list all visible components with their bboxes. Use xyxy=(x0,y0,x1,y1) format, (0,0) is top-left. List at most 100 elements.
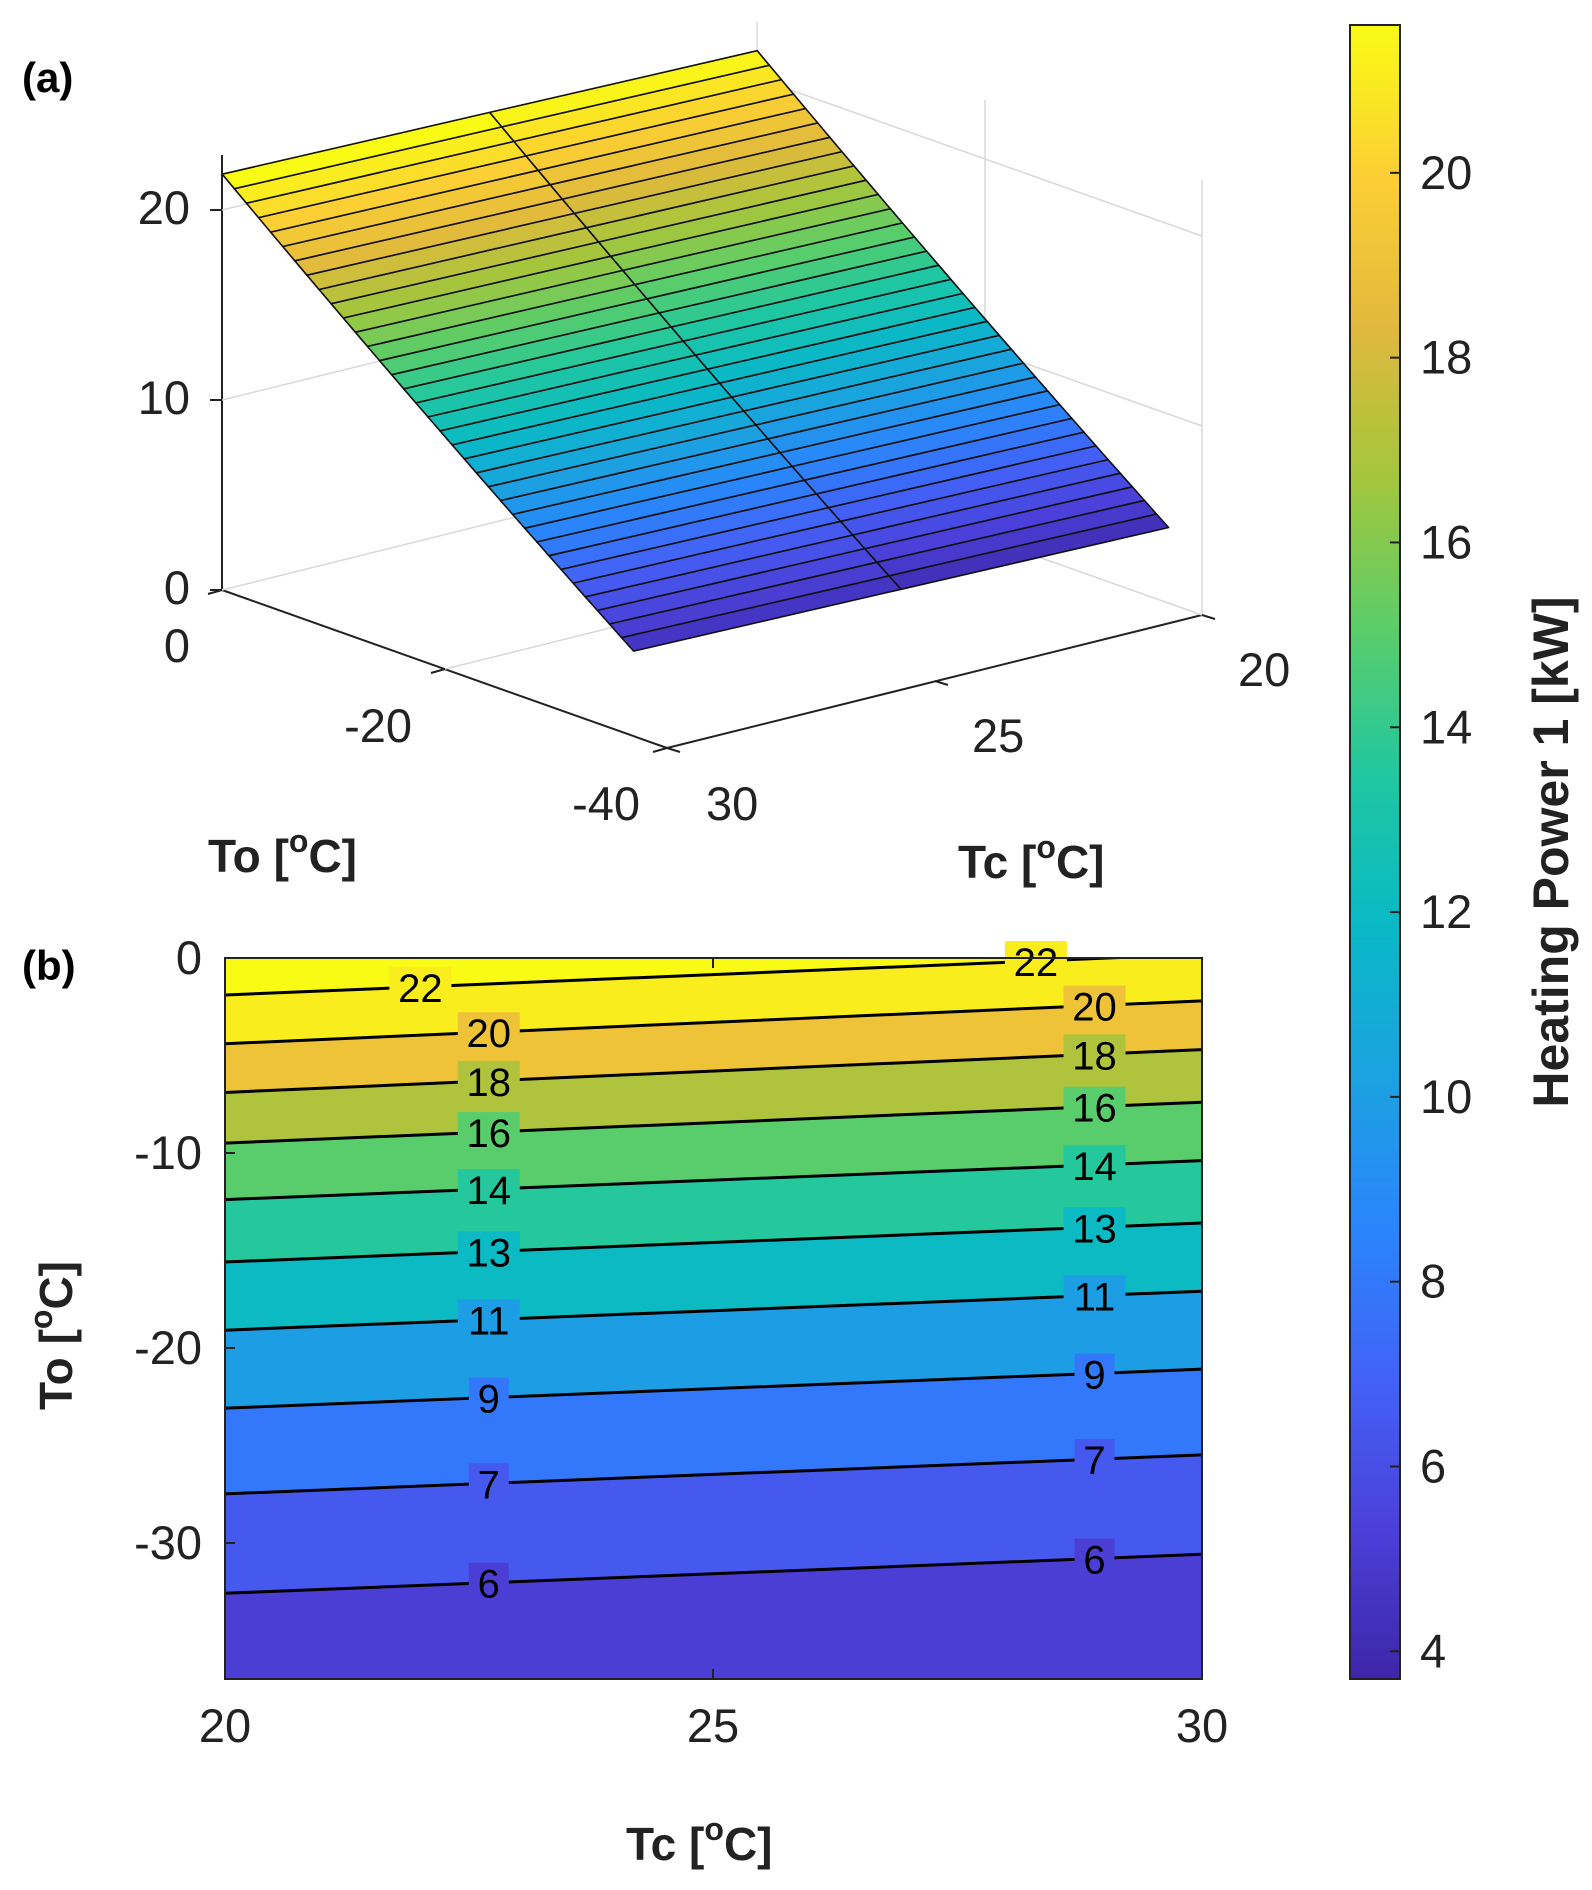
contour-label-bg xyxy=(1074,1353,1115,1392)
a-x-axis-line xyxy=(666,614,1203,749)
contour-label-bg xyxy=(1063,1144,1126,1183)
a-xlabel: Tc [oC] xyxy=(958,829,1104,888)
b-ytick-label-0: 0 xyxy=(176,931,202,984)
b-ylabel: To [oC] xyxy=(23,1261,82,1410)
a-ytick-label-0: 0 xyxy=(164,619,190,672)
contour-label-bg xyxy=(1063,1207,1126,1246)
colorbar-tick-label-6: 6 xyxy=(1420,1439,1446,1492)
panel-a: (a) xyxy=(22,22,1290,888)
a-ylabel-var: To xyxy=(208,830,261,882)
a-ticks xyxy=(207,209,1216,753)
colorbar-gradient xyxy=(1349,24,1401,1680)
contour-label-18: 18 xyxy=(1072,1034,1117,1078)
b-xtick-label-25: 25 xyxy=(687,1699,739,1752)
colorbar-label: Heating Power 1 [kW] xyxy=(1523,596,1579,1107)
contour-label-22: 22 xyxy=(1014,941,1059,985)
contour-label-bg xyxy=(468,1463,509,1502)
contour-label-bg xyxy=(457,1299,520,1338)
contour-line-7 xyxy=(225,1453,1202,1496)
contour-line-9 xyxy=(225,1367,1202,1410)
a-xtick-label-25: 25 xyxy=(972,709,1024,762)
a-xlabel-sup: o xyxy=(1036,829,1056,865)
contour-label-bg xyxy=(1063,985,1126,1024)
a-ztick-label-20: 20 xyxy=(138,181,190,234)
a-xlabel-close: C] xyxy=(1056,836,1105,888)
contour-label-6: 6 xyxy=(478,1563,500,1607)
b-ylabel-open: [ xyxy=(30,1329,82,1357)
b-xlabel-close: C] xyxy=(724,1818,773,1870)
a-ylabel-sup: o xyxy=(289,823,309,859)
contour-label-bg xyxy=(457,1112,520,1151)
contour-label-bg xyxy=(457,1012,520,1051)
b-ytick-label-m20: -20 xyxy=(134,1321,202,1374)
b-xtick-label-20: 20 xyxy=(199,1699,251,1752)
contour-label-bg xyxy=(1074,1538,1115,1577)
contour-label-bg xyxy=(1004,941,1067,980)
contour-line-16 xyxy=(225,1100,1202,1145)
colorbar-tick-label-18: 18 xyxy=(1420,331,1472,384)
contour-label-bg xyxy=(1074,1439,1115,1478)
contour-label-9: 9 xyxy=(1083,1353,1105,1397)
a-ytick-label-m20: -20 xyxy=(344,699,412,752)
a-xtick-label-20: 20 xyxy=(1238,643,1290,696)
b-ytick-label-m30: -30 xyxy=(134,1516,202,1569)
colorbar: 4 6 8 10 12 14 16 18 20 Heating Power 1 [kW] xyxy=(1349,24,1579,1680)
a-xlabel-open: [ xyxy=(1008,836,1036,888)
b-ylabel-close: C] xyxy=(30,1261,82,1310)
contour-label-6: 6 xyxy=(1083,1539,1105,1583)
colorbar-tick-label-14: 14 xyxy=(1420,700,1472,753)
contour-line-13 xyxy=(225,1221,1202,1264)
b-ylabel-sup: o xyxy=(23,1310,59,1330)
b-xlabel-sup: o xyxy=(704,1811,724,1847)
a-ztick-label-0: 0 xyxy=(164,561,190,614)
b-ticks xyxy=(225,957,714,1679)
a-ylabel-close: C] xyxy=(308,830,357,882)
colorbar-tick-label-20: 20 xyxy=(1420,146,1472,199)
contour-label-bg xyxy=(1063,1275,1126,1314)
contour-label-bg xyxy=(457,1169,520,1208)
surface-plot xyxy=(221,49,1170,652)
contour-line-11 xyxy=(225,1289,1202,1332)
contour-label-bg xyxy=(468,1377,509,1416)
contour-line-14 xyxy=(225,1159,1202,1202)
contour-line-6 xyxy=(225,1552,1202,1595)
contour-label-bg xyxy=(1063,1034,1126,1073)
b-xtick-label-30: 30 xyxy=(1176,1699,1228,1752)
contour-label-bg xyxy=(468,1562,509,1601)
a-xtick-30 xyxy=(666,747,681,753)
b-xlabel-var: Tc xyxy=(626,1818,676,1870)
surface-strip xyxy=(488,49,771,128)
a-grid-z20-right xyxy=(756,77,1203,237)
a-xlabel-var: Tc xyxy=(958,836,1008,888)
contour-label-11: 11 xyxy=(468,1300,510,1344)
contour-label-bg xyxy=(1063,1086,1126,1125)
contour-label-14: 14 xyxy=(467,1169,512,1213)
colorbar-tick-label-10: 10 xyxy=(1420,1070,1472,1123)
contour-label-13: 13 xyxy=(467,1231,512,1275)
a-xtick-20 xyxy=(1201,614,1216,620)
colorbar-ticks: 4 6 8 10 12 14 16 18 20 xyxy=(1390,146,1472,1677)
a-ytick-0 xyxy=(207,589,223,595)
contour-label-bg xyxy=(457,1060,520,1099)
a-ztick-label-10: 10 xyxy=(138,371,190,424)
a-tick-labels: 0 10 20 0 -20 -40 30 25 20 xyxy=(138,181,1291,830)
b-xlabel: Tc [oC] xyxy=(626,1811,772,1870)
contour-label-7: 7 xyxy=(478,1463,500,1507)
contour-label-20: 20 xyxy=(467,1012,512,1056)
a-ytick-label-m40: -40 xyxy=(572,777,640,830)
contour-label-13: 13 xyxy=(1072,1207,1117,1251)
colorbar-tick-label-12: 12 xyxy=(1420,885,1472,938)
b-xlabel-open: [ xyxy=(676,1818,704,1870)
colorbar-tick-label-4: 4 xyxy=(1420,1624,1446,1677)
contour-label-bg xyxy=(389,966,452,1005)
panel-b-label: (b) xyxy=(22,942,76,989)
a-ytick-m20 xyxy=(430,668,446,674)
colorbar-tick-label-8: 8 xyxy=(1420,1255,1446,1308)
b-ytick-label-m10: -10 xyxy=(134,1126,202,1179)
contour-label-9: 9 xyxy=(478,1378,500,1422)
contour-label-bg xyxy=(457,1231,520,1270)
a-ytick-m40 xyxy=(652,747,668,753)
contour-label-11: 11 xyxy=(1074,1276,1116,1320)
